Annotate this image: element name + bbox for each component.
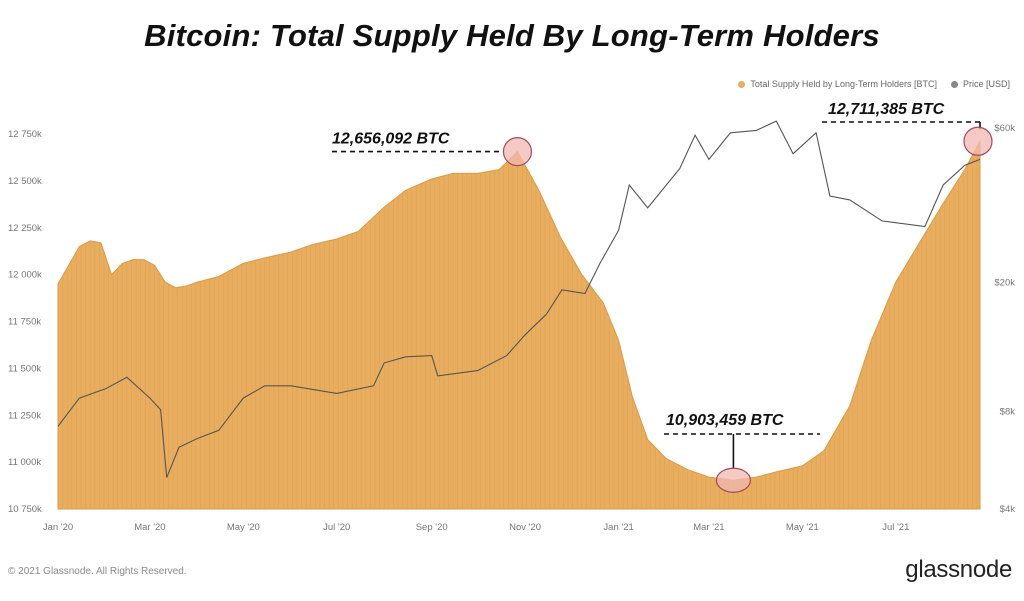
legend-label-supply: Total Supply Held by Long-Term Holders [… <box>750 79 937 89</box>
y-left-tick-label: 12 750k <box>8 129 42 140</box>
y-right-tick-label: $4k <box>1000 504 1016 515</box>
x-tick-label: May '21 <box>786 522 819 533</box>
y-left-tick-label: 11 000k <box>8 457 41 468</box>
x-tick-label: Jul '21 <box>882 522 909 533</box>
y-right-tick-label: $8k <box>1000 407 1016 418</box>
annotation-label: 12,656,092 BTC <box>332 131 450 148</box>
copyright-text: © 2021 Glassnode. All Rights Reserved. <box>8 566 187 577</box>
brand-logo-text: glassnode <box>905 556 1012 583</box>
y-left-tick-label: 12 500k <box>8 176 42 187</box>
annotation-highlight-circle <box>502 137 533 167</box>
y-left-tick-label: 11 250k <box>8 410 41 421</box>
y-right-tick-label: $20k <box>994 278 1015 289</box>
y-right-tick-label: $60k <box>994 123 1015 134</box>
x-tick-label: Sep '20 <box>416 522 448 533</box>
legend-item-supply[interactable]: Total Supply Held by Long-Term Holders [… <box>738 79 937 89</box>
x-tick-label: Jul '20 <box>323 522 350 533</box>
y-left-tick-label: 10 750k <box>8 504 42 515</box>
annotation-highlight-circle <box>715 467 752 493</box>
annotation-label: 10,903,459 BTC <box>666 412 784 429</box>
supply-area <box>57 140 981 510</box>
x-tick-label: Nov '20 <box>509 522 541 533</box>
y-left-tick-label: 12 000k <box>8 270 42 281</box>
x-tick-label: Mar '21 <box>693 522 724 533</box>
supply-bars <box>57 146 978 509</box>
chart-title: Bitcoin: Total Supply Held By Long-Term … <box>144 18 880 53</box>
x-tick-label: Mar '20 <box>134 522 165 533</box>
x-tick-label: May '20 <box>227 522 260 533</box>
legend-label-price: Price [USD] <box>962 79 1010 89</box>
x-tick-label: Jan '21 <box>603 522 633 533</box>
y-left-tick-label: 11 500k <box>8 363 41 374</box>
y-left-tick-label: 11 750k <box>8 317 41 328</box>
legend: Total Supply Held by Long-Term Holders [… <box>738 79 1010 89</box>
y-left-tick-label: 12 250k <box>8 223 42 234</box>
legend-dot-supply <box>738 80 746 88</box>
legend-dot-price <box>950 80 958 88</box>
legend-item-price[interactable]: Price [USD] <box>950 79 1010 89</box>
annotation-label: 12,711,385 BTC <box>828 101 945 118</box>
annotation-highlight-circle <box>963 126 993 156</box>
x-tick-label: Jan '20 <box>43 522 73 533</box>
price-line <box>57 120 981 478</box>
